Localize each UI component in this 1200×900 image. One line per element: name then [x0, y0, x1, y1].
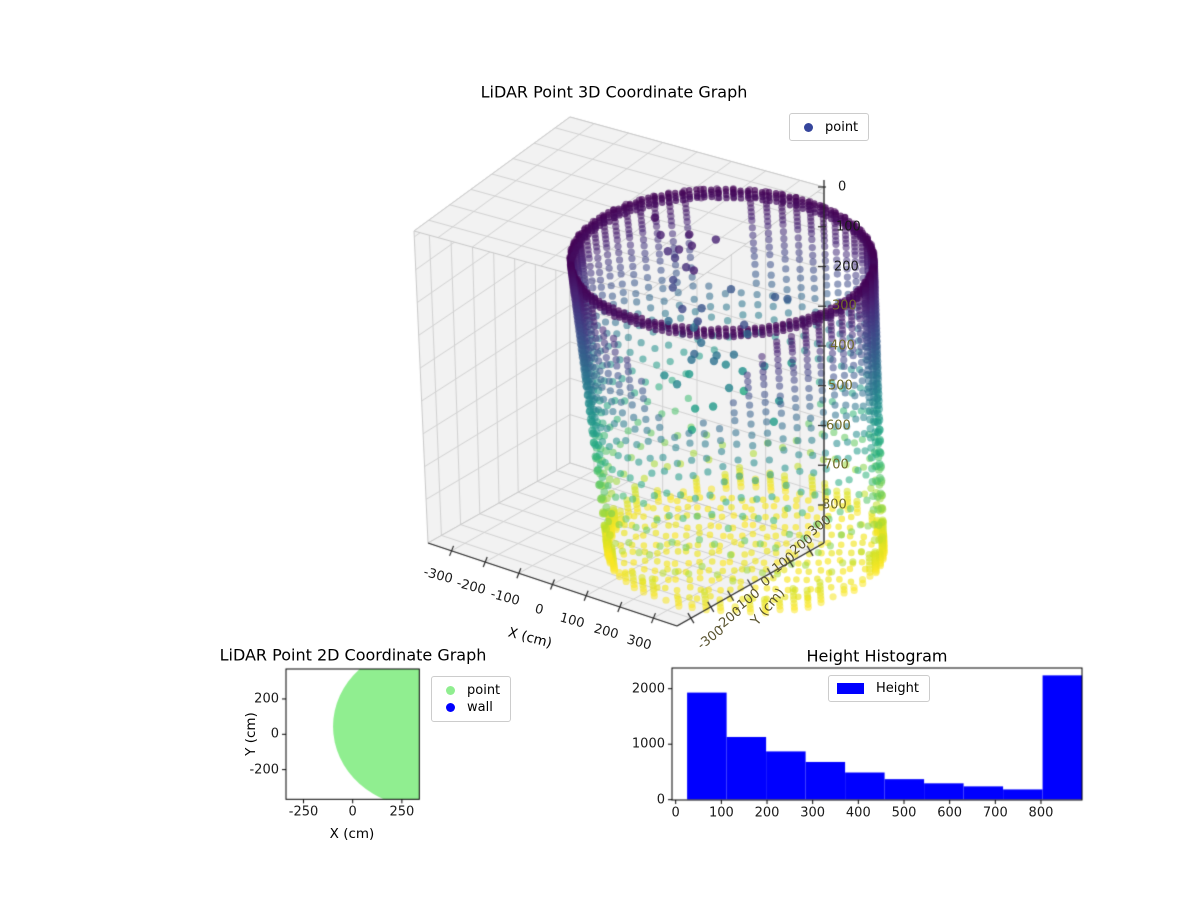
matplotlib-figure: LiDAR Point 3D Coordinate Graph LiDAR Po…: [0, 0, 1200, 900]
plots-canvas: [0, 0, 1200, 900]
